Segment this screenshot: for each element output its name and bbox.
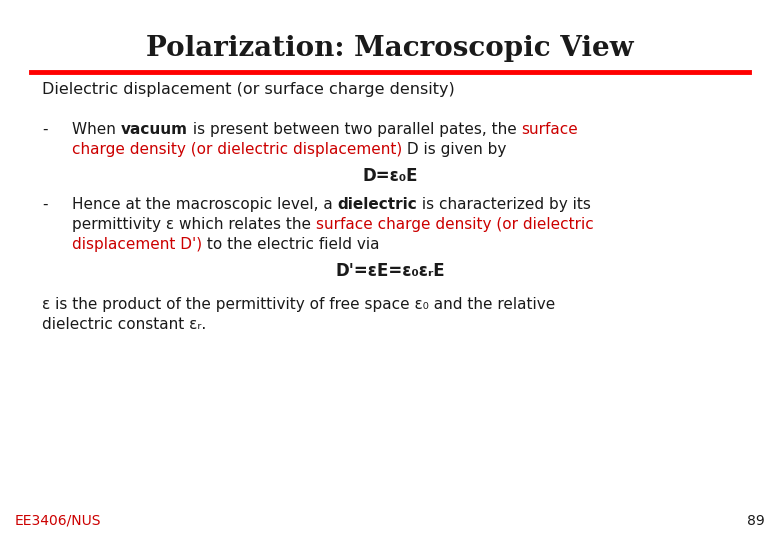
Text: is characterized by its: is characterized by its bbox=[417, 197, 591, 212]
Text: 89: 89 bbox=[747, 514, 765, 528]
Text: D is given by: D is given by bbox=[402, 142, 507, 157]
Text: is present between two parallel pates, the: is present between two parallel pates, t… bbox=[188, 122, 521, 137]
Text: Polarization: Macroscopic View: Polarization: Macroscopic View bbox=[146, 35, 634, 62]
Text: When: When bbox=[72, 122, 121, 137]
Text: Hence at the macroscopic level, a: Hence at the macroscopic level, a bbox=[72, 197, 338, 212]
Text: vacuum: vacuum bbox=[121, 122, 188, 137]
Text: dielectric: dielectric bbox=[338, 197, 417, 212]
Text: to the electric field via: to the electric field via bbox=[202, 237, 380, 252]
Text: D'=εE=ε₀εᵣE: D'=εE=ε₀εᵣE bbox=[335, 262, 445, 280]
Text: surface charge density (or dielectric: surface charge density (or dielectric bbox=[316, 217, 594, 232]
Text: displacement D'): displacement D') bbox=[72, 237, 202, 252]
Text: ε is the product of the permittivity of free space ε₀ and the relative: ε is the product of the permittivity of … bbox=[42, 297, 555, 312]
Text: surface: surface bbox=[521, 122, 578, 137]
Text: D=ε₀E: D=ε₀E bbox=[362, 167, 418, 185]
Text: EE3406/NUS: EE3406/NUS bbox=[15, 514, 101, 528]
Text: Dielectric displacement (or surface charge density): Dielectric displacement (or surface char… bbox=[42, 82, 455, 97]
Text: -: - bbox=[42, 122, 48, 137]
Text: permittivity ε which relates the: permittivity ε which relates the bbox=[72, 217, 316, 232]
Text: -: - bbox=[42, 197, 48, 212]
Text: charge density (or dielectric displacement): charge density (or dielectric displaceme… bbox=[72, 142, 402, 157]
Text: dielectric constant εᵣ.: dielectric constant εᵣ. bbox=[42, 317, 206, 332]
